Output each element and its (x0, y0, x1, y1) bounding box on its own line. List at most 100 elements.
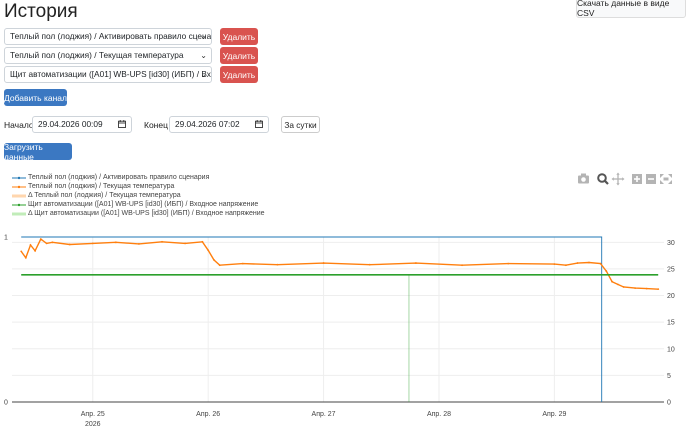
camera-icon[interactable] (578, 173, 589, 184)
series-point (45, 242, 48, 245)
series-point (622, 286, 625, 288)
y-left-tick-label: 1 (4, 235, 8, 242)
series-point (616, 283, 619, 286)
start-date-input[interactable]: 29.04.2026 00:09 (32, 116, 132, 133)
x-tick-label: Апр. 26 (196, 411, 220, 418)
autoscale-icon[interactable] (660, 174, 672, 184)
y-right-tick-label: 20 (667, 293, 675, 300)
delete-channel-button[interactable]: Удалить (220, 66, 258, 83)
series-point (241, 262, 244, 265)
series-point (114, 241, 117, 244)
series-point (161, 240, 163, 243)
x-tick-label: Апр. 29 (542, 411, 566, 418)
series-line-2 (20, 238, 659, 290)
y-right-tick-label: 5 (667, 373, 671, 380)
series-point (368, 263, 371, 266)
series-point (201, 240, 204, 243)
y-left-tick-label: 0 (4, 400, 8, 407)
series-point (565, 264, 567, 267)
series-point (588, 261, 590, 264)
x-tick-label: Апр. 27 (312, 411, 336, 418)
plot-modebar (578, 172, 672, 186)
end-date-value: 29.04.2026 07:02 (175, 119, 240, 129)
series-point (553, 263, 556, 266)
series-point (138, 243, 140, 245)
chevron-down-icon: ⌄ (200, 51, 207, 60)
series-point (29, 244, 32, 246)
legend-label: Δ Теплый пол (лоджия) / Текущая температ… (28, 192, 181, 199)
channel-select-1[interactable]: Теплый пол (лоджия) / Активировать прави… (4, 28, 212, 45)
legend-label: Щит автоматизации ([A01] WB-UPS [id30] (… (28, 201, 259, 208)
legend-item[interactable]: Δ Теплый пол (лоджия) / Текущая температ… (12, 192, 312, 201)
download-csv-button[interactable]: Скачать данные в виде CSV (576, 0, 686, 18)
series-point (39, 238, 42, 241)
delete-channel-button[interactable]: Удалить (220, 28, 258, 45)
y-right-tick-label: 15 (667, 320, 675, 327)
y-right-tick-label: 0 (667, 400, 671, 407)
series-point (576, 262, 579, 264)
series-point (634, 287, 637, 289)
legend-item[interactable]: Δ Щит автоматизации ([A01] WB-UPS [id30]… (12, 210, 312, 219)
chevron-down-icon: ⌄ (200, 32, 207, 41)
channel-select-3[interactable]: Щит автоматизации ([A01] WB-UPS [id30] (… (4, 66, 212, 83)
x-tick-label: Апр. 28 (427, 411, 451, 418)
series-point (657, 288, 660, 291)
delete-channel-button[interactable]: Удалить (220, 47, 258, 64)
series-point (599, 262, 602, 265)
series-point (24, 256, 27, 259)
series-point (68, 243, 71, 246)
chevron-down-icon: ⌄ (200, 70, 207, 79)
series-point (414, 262, 417, 264)
y-right-tick-label: 30 (667, 240, 675, 247)
series-point (34, 249, 36, 252)
series-point (507, 262, 510, 265)
channel-select-label: Щит автоматизации ([A01] WB-UPS [id30] (… (10, 69, 211, 79)
series-point (213, 258, 215, 261)
legend-label: Теплый пол (лоджия) / Текущая температур… (28, 183, 175, 190)
series-point (611, 280, 613, 283)
series-point (218, 264, 221, 267)
channel-select-label: Теплый пол (лоджия) / Активировать прави… (10, 31, 212, 41)
series-point (276, 263, 279, 266)
page-title: История (4, 1, 78, 22)
series-point (207, 249, 210, 252)
load-data-button[interactable]: Загрузить данные (4, 142, 72, 162)
series-point (461, 264, 463, 267)
legend-label: Δ Щит автоматизации ([A01] WB-UPS [id30]… (28, 210, 265, 217)
zoom-icon[interactable] (597, 173, 609, 185)
channel-select-label: Теплый пол (лоджия) / Текущая температур… (10, 50, 184, 60)
end-label: Конец (144, 120, 168, 130)
start-date-value: 29.04.2026 00:09 (38, 119, 103, 129)
series-point (645, 287, 648, 290)
legend-item[interactable]: Теплый пол (лоджия) / Активировать прави… (12, 174, 312, 183)
legend-item[interactable]: Щит автоматизации ([A01] WB-UPS [id30] (… (12, 201, 312, 210)
series-line-1 (21, 236, 603, 402)
x-tick-label: Апр. 25 (81, 411, 105, 418)
series-point (51, 241, 54, 244)
channel-select-2[interactable]: Теплый пол (лоджия) / Текущая температур… (4, 47, 212, 64)
last-day-button[interactable]: За сутки (281, 116, 320, 133)
legend-swatch (12, 176, 26, 180)
x-tick-year-label: 2026 (85, 421, 101, 428)
series-point (91, 242, 94, 245)
calendar-icon[interactable] (118, 120, 126, 128)
series-point (605, 270, 608, 272)
pan-icon[interactable] (611, 172, 625, 186)
calendar-icon[interactable] (255, 120, 263, 128)
legend-swatch (12, 185, 26, 189)
series-point (322, 262, 325, 264)
legend-label: Теплый пол (лоджия) / Активировать прави… (28, 174, 210, 181)
end-date-input[interactable]: 29.04.2026 07:02 (169, 116, 269, 133)
y-right-tick-label: 10 (667, 346, 675, 353)
series-point (20, 250, 23, 253)
start-label: Начало (4, 120, 34, 130)
legend-item[interactable]: Теплый пол (лоджия) / Текущая температур… (12, 183, 312, 192)
zoom-out-icon[interactable] (646, 174, 656, 184)
legend-swatch (12, 203, 26, 207)
y-right-tick-label: 25 (667, 266, 675, 273)
legend-swatch (12, 212, 26, 216)
zoom-in-icon[interactable] (632, 174, 642, 184)
add-channel-button[interactable]: Добавить канал (4, 89, 67, 106)
legend-swatch (12, 194, 26, 198)
